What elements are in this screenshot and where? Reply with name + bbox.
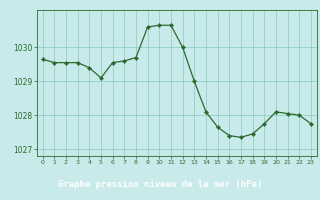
Text: Graphe pression niveau de la mer (hPa): Graphe pression niveau de la mer (hPa) (58, 180, 262, 189)
